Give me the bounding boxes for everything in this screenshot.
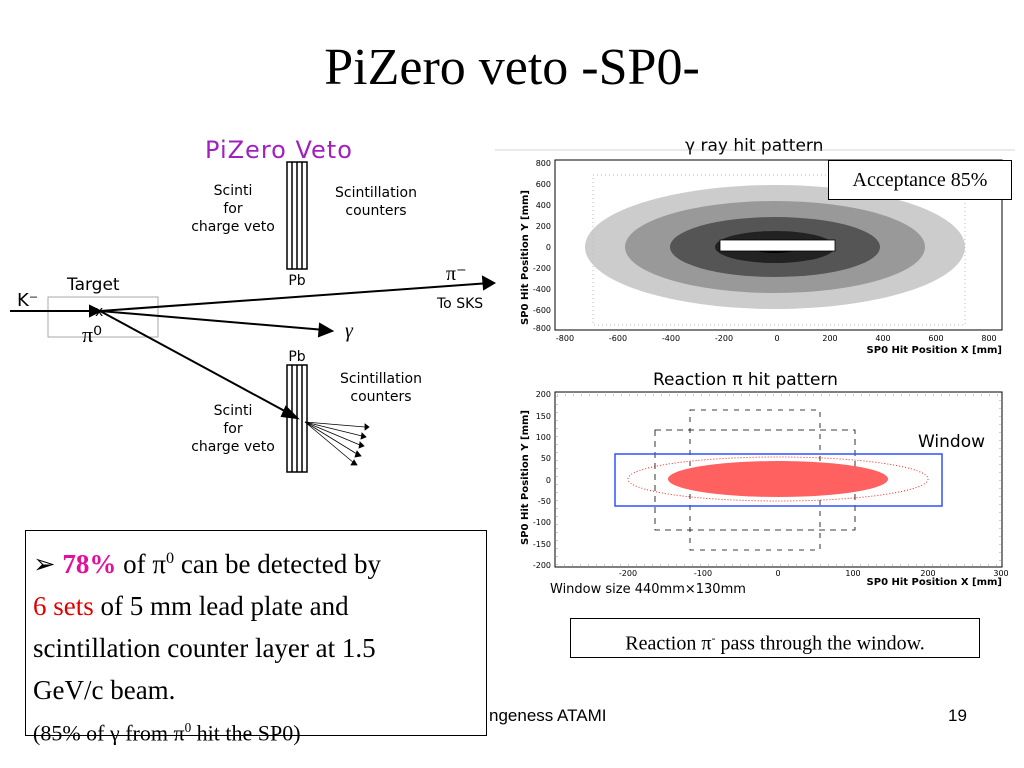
- summary-line-4: GeV/c beam.: [33, 675, 176, 705]
- svg-text:-150: -150: [533, 540, 551, 549]
- scinti-bottom-2: for: [223, 421, 242, 437]
- counters-bottom-1: Scintillation: [340, 371, 422, 387]
- svg-text:200: 200: [920, 569, 935, 578]
- pi0-label: π⁰: [82, 322, 102, 347]
- svg-text:-600: -600: [609, 334, 627, 343]
- svg-text:200: 200: [822, 334, 837, 343]
- svg-text:-100: -100: [533, 518, 551, 527]
- sets-highlight: 6 sets: [33, 591, 94, 621]
- svg-text:-400: -400: [662, 334, 680, 343]
- summary-box: ➢ 78% of π0 can be detected by 6 sets of…: [25, 530, 487, 745]
- svg-text:200: 200: [536, 390, 551, 399]
- gamma-label: γ: [345, 320, 354, 342]
- bottom-counter-plates: [286, 364, 308, 473]
- gamma-x-ticks: -800 -600 -400 -200 0 200 400 600 800: [556, 334, 997, 343]
- svg-text:600: 600: [536, 180, 551, 189]
- reaction-y-label: SP0 Hit Position Y [mm]: [520, 410, 531, 545]
- gamma-y-label: SP0 Hit Position Y [mm]: [520, 190, 531, 325]
- svg-text:50: 50: [541, 454, 551, 463]
- svg-text:600: 600: [928, 334, 943, 343]
- scinti-top-1: Scinti: [214, 183, 253, 199]
- svg-text:800: 800: [981, 334, 996, 343]
- pizero-veto-diagram: PiZero Veto Scinti for charge veto Scint…: [10, 136, 497, 473]
- summary-note: (85% of γ from π0 hit the SP0): [33, 720, 301, 746]
- svg-text:-400: -400: [533, 285, 551, 294]
- svg-text:400: 400: [536, 201, 551, 210]
- counters-bottom-2: counters: [350, 389, 411, 405]
- reaction-plot-title: Reaction π hit pattern: [653, 370, 838, 390]
- svg-text:0: 0: [774, 334, 779, 343]
- reaction-hits: [668, 461, 888, 497]
- target-box: [47, 296, 159, 338]
- slide-title: PiZero veto -SP0-: [324, 39, 700, 96]
- particle-tracks: [10, 275, 497, 420]
- target-label: Target: [66, 275, 120, 295]
- svg-text:-100: -100: [694, 569, 712, 578]
- svg-text:0: 0: [775, 569, 780, 578]
- pb-bottom-label: Pb: [288, 349, 305, 365]
- svg-text:150: 150: [536, 412, 551, 421]
- page-number: 19: [948, 706, 967, 725]
- scinti-bottom-3: charge veto: [191, 439, 275, 455]
- scinti-top-2: for: [223, 201, 242, 217]
- svg-text:100: 100: [845, 569, 860, 578]
- svg-text:-200: -200: [619, 569, 637, 578]
- bullet-arrow-icon: ➢: [33, 549, 56, 579]
- counters-top-1: Scintillation: [335, 185, 417, 201]
- svg-text:100: 100: [536, 433, 551, 442]
- diagram-heading: PiZero Veto: [205, 136, 353, 164]
- summary-line-2: 6 sets of 5 mm lead plate and: [33, 591, 349, 621]
- kminus-label: K⁻: [17, 290, 38, 311]
- counters-top-2: counters: [345, 203, 406, 219]
- reaction-x-ticks: -200 -100 0 100 200 300: [619, 569, 1009, 578]
- scinti-top-3: charge veto: [191, 219, 275, 235]
- top-counter-plates: [286, 161, 308, 270]
- gamma-y-ticks: 800 600 400 200 0 -200 -400 -600 -800: [533, 159, 551, 333]
- svg-text:-800: -800: [533, 324, 551, 333]
- svg-text:-50: -50: [538, 497, 551, 506]
- reaction-caption: Reaction π- pass through the window.: [570, 618, 980, 658]
- footer-text: ngeness ATAMI: [489, 706, 607, 725]
- svg-text:400: 400: [875, 334, 890, 343]
- svg-text:0: 0: [546, 243, 551, 252]
- percent-highlight: 78%: [62, 549, 117, 579]
- reaction-hit-pattern-plot: Reaction π hit pattern Window 200 150 10…: [520, 370, 1009, 595]
- reaction-window: [614, 453, 943, 507]
- reaction-y-ticks: 200 150 100 50 0 -50 -100 -150 -200: [533, 390, 551, 570]
- gamma-plot-frame: [554, 159, 1003, 331]
- scinti-bottom-1: Scinti: [214, 403, 253, 419]
- svg-text:-600: -600: [533, 306, 551, 315]
- gamma-plot-title: γ ray hit pattern: [685, 136, 823, 156]
- gamma-hit-pattern-plot: γ ray hit pattern 800 600 400 200 0 -200…: [495, 136, 1015, 356]
- shower-lines: [304, 421, 370, 466]
- to-sks-label: To SKS: [436, 296, 483, 312]
- svg-text:-200: -200: [533, 264, 551, 273]
- window-label: Window: [918, 432, 985, 452]
- summary-line-1: ➢ 78% of π0 can be detected by: [33, 549, 381, 579]
- acceptance-annotation: Acceptance 85%: [828, 160, 1012, 200]
- svg-text:-200: -200: [533, 561, 551, 570]
- reaction-plot-frame: [554, 391, 1003, 568]
- reaction-x-label: SP0 Hit Position X [mm]: [867, 577, 1002, 588]
- svg-text:-200: -200: [715, 334, 733, 343]
- svg-text:800: 800: [536, 159, 551, 168]
- piminus-label: π⁻: [446, 263, 467, 285]
- svg-text:-800: -800: [556, 334, 574, 343]
- svg-text:200: 200: [536, 222, 551, 231]
- gamma-plot-beam-hole: [719, 239, 836, 252]
- svg-text:0: 0: [546, 476, 551, 485]
- window-size-label: Window size 440mm×130mm: [550, 582, 746, 595]
- svg-text:300: 300: [993, 569, 1008, 578]
- gamma-x-label: SP0 Hit Position X [mm]: [867, 345, 1002, 356]
- pb-top-label: Pb: [288, 273, 305, 289]
- summary-line-3: scintillation counter layer at 1.5: [33, 633, 376, 663]
